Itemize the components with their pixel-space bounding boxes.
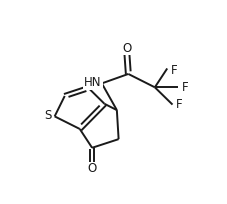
Text: S: S — [44, 109, 51, 122]
Text: F: F — [170, 63, 176, 76]
Text: F: F — [175, 98, 182, 111]
Text: F: F — [181, 81, 188, 94]
Text: O: O — [121, 42, 131, 54]
Text: O: O — [87, 163, 96, 175]
Text: HN: HN — [84, 76, 101, 89]
